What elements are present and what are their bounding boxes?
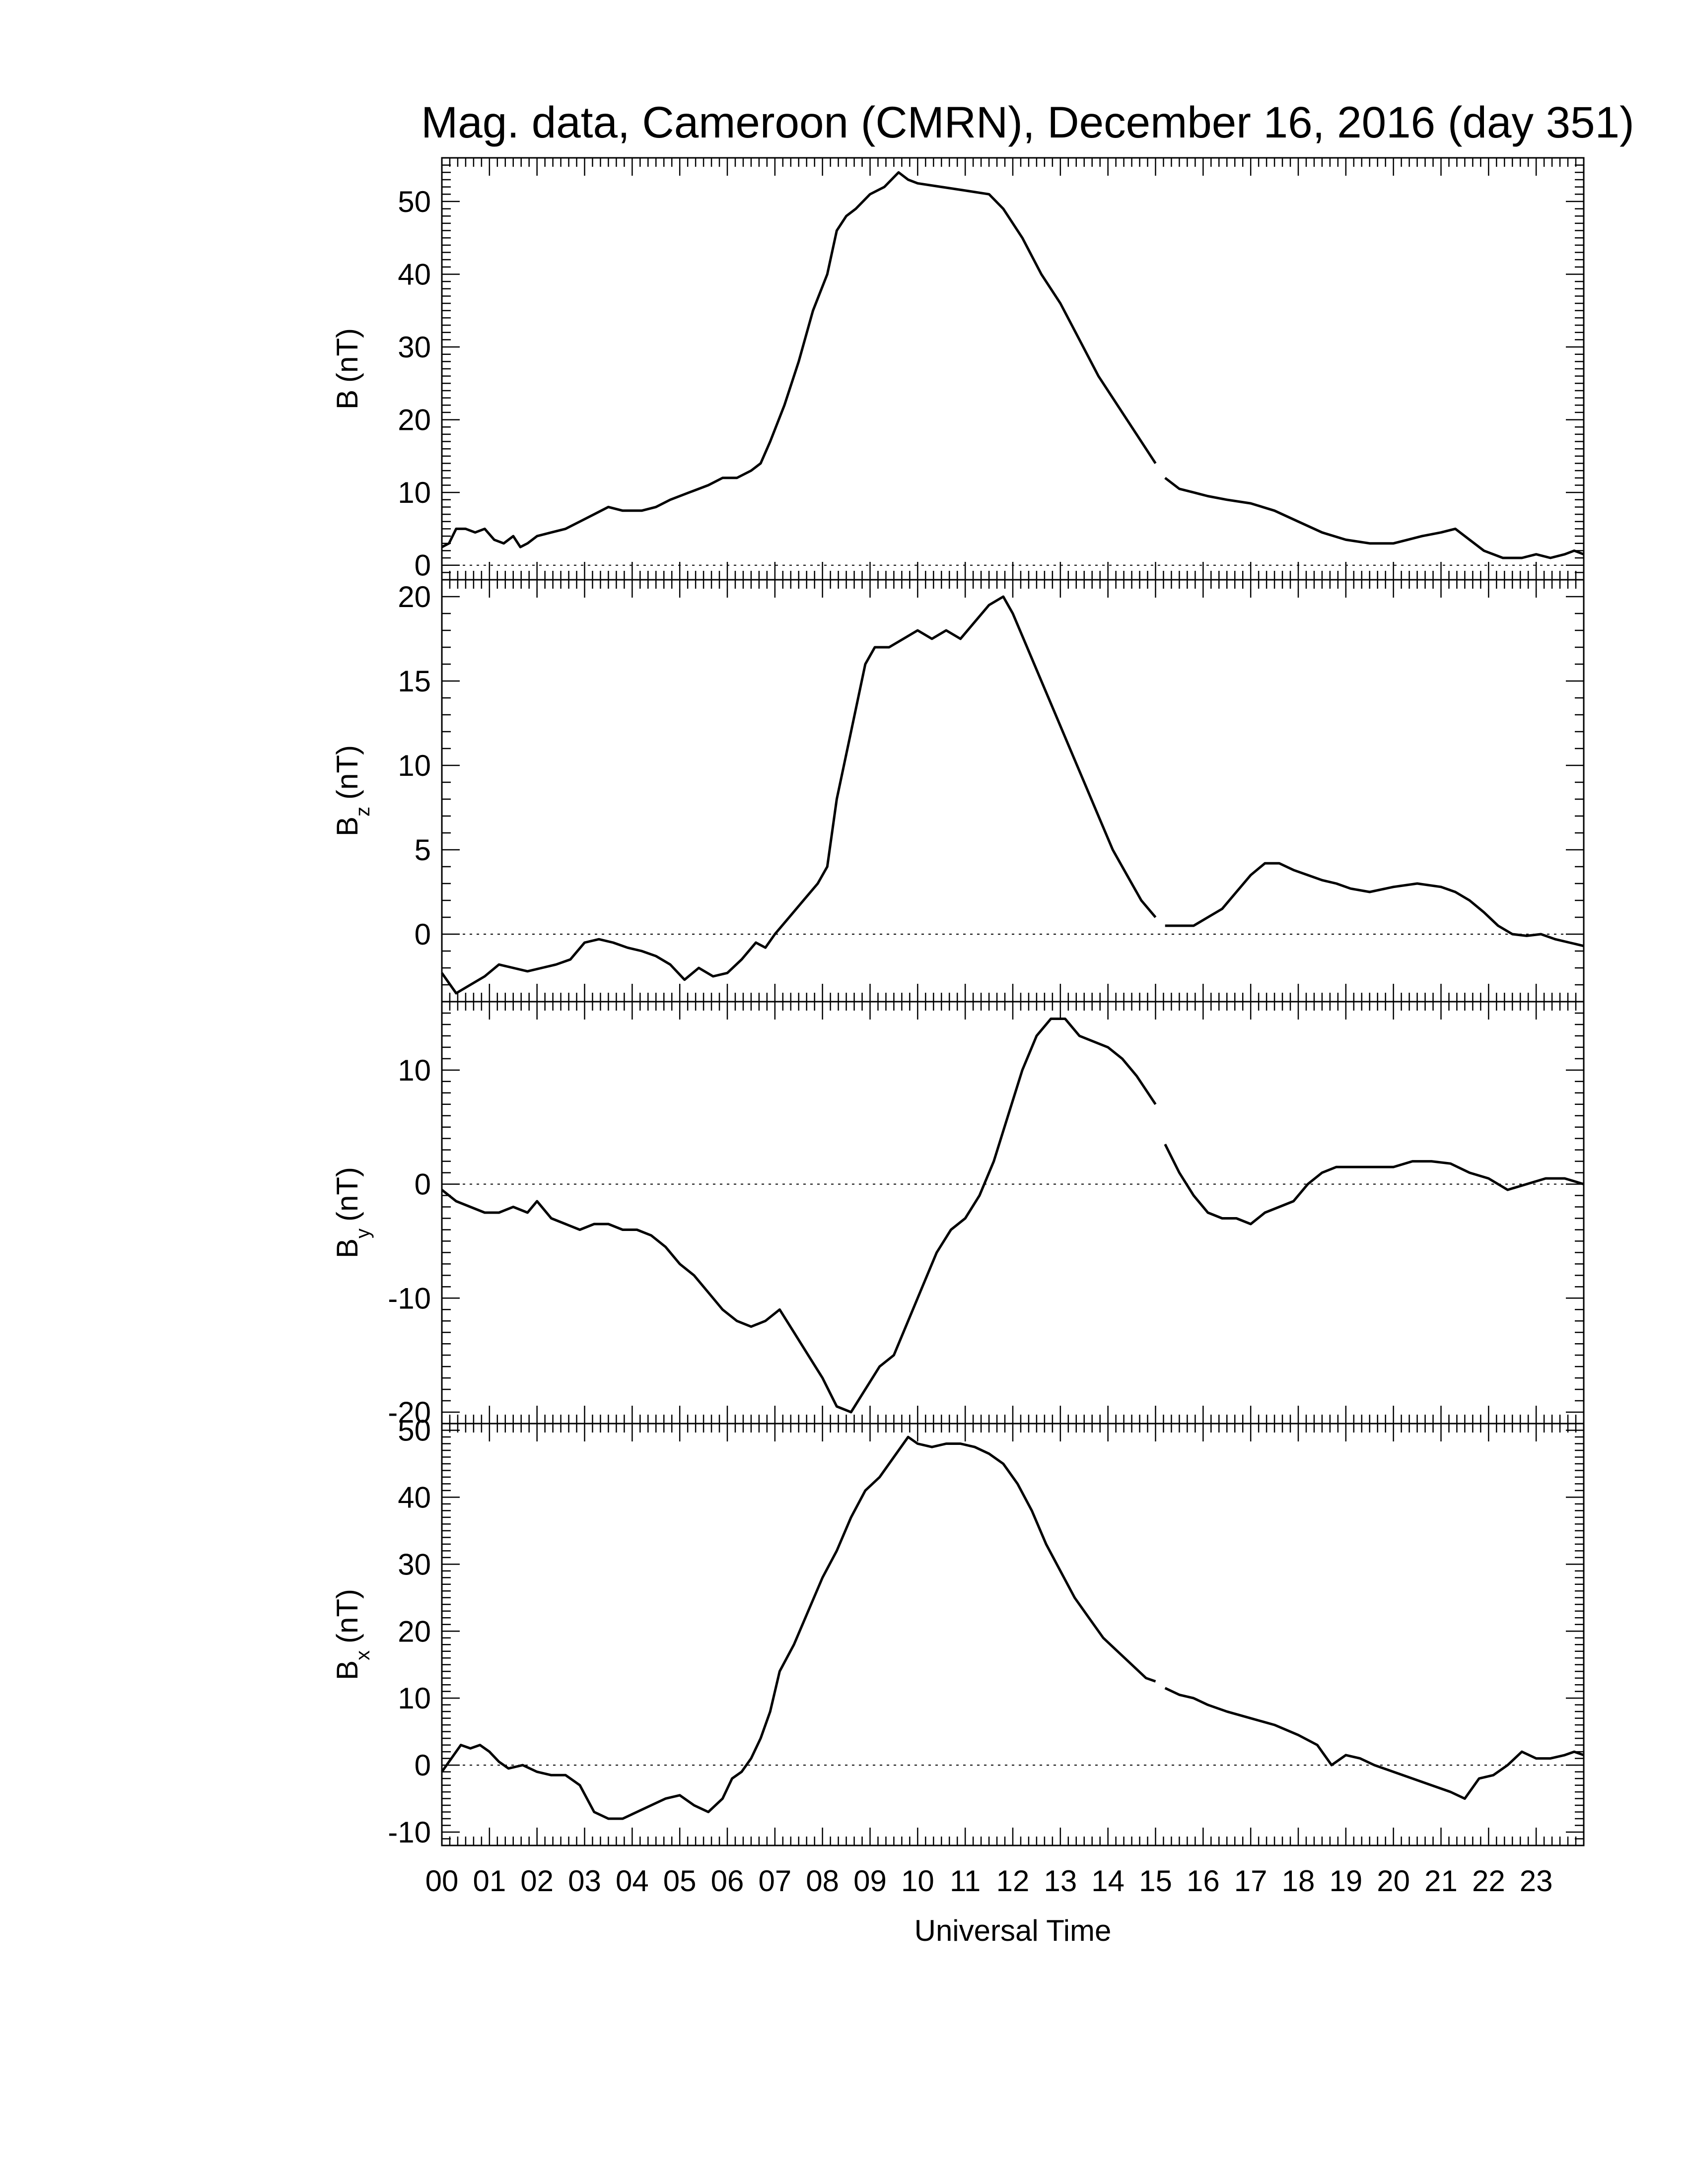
panel-b-total: 0 10 20 30 40 50 B (nT): [331, 157, 1585, 582]
y-axis-label-main: B: [331, 1660, 364, 1680]
x-tick-label: 00: [425, 1864, 459, 1898]
y-axis-label-main: B: [331, 390, 364, 410]
x-tick-label: 18: [1282, 1864, 1315, 1898]
panel-frame: [441, 1423, 1585, 1846]
x-tick-label: 01: [473, 1864, 506, 1898]
x-tick-label: 08: [806, 1864, 839, 1898]
y-tick-label: 10: [398, 1054, 431, 1087]
y-tick-label: 40: [398, 1481, 431, 1514]
data-line-segment-2: [1164, 477, 1584, 559]
y-tick-label: 10: [398, 749, 431, 782]
x-tick-label: 06: [711, 1864, 744, 1898]
x-tick-label: 05: [663, 1864, 697, 1898]
y-axis-label-subscript: z: [352, 807, 374, 817]
y-axis-label-unit: (nT): [331, 328, 364, 383]
x-tick-label: 14: [1091, 1864, 1125, 1898]
data-line-segment-2: [1164, 1687, 1584, 1800]
x-tick-label: 16: [1187, 1864, 1220, 1898]
y-tick-label: 0: [415, 918, 431, 951]
y-ticks: [442, 1001, 1584, 1425]
y-tick-label: 40: [398, 258, 431, 291]
x-tick-label: 13: [1044, 1864, 1077, 1898]
panel-frame: [441, 1001, 1585, 1425]
x-tick-label: 23: [1520, 1864, 1553, 1898]
x-tick-label: 10: [901, 1864, 934, 1898]
y-axis-label-main: B: [331, 1238, 364, 1258]
x-ticks: [441, 1002, 1585, 1424]
y-axis-label-unit: (nT): [331, 1589, 364, 1643]
x-tick-label: 12: [996, 1864, 1030, 1898]
y-ticks: [442, 1423, 1584, 1846]
y-tick-label: 15: [398, 665, 431, 698]
chart-title: Mag. data, Cameroon (CMRN), December 16,…: [421, 97, 1634, 147]
y-tick-label: 30: [398, 331, 431, 364]
y-axis-label-unit: (nT): [331, 1167, 364, 1222]
y-tick-label: -10: [388, 1282, 431, 1315]
y-tick-label: 50: [398, 185, 431, 218]
y-axis-label: B (nT): [331, 328, 364, 410]
y-axis-label: Bx (nT): [331, 1589, 374, 1680]
data-line-segment-2: [1165, 862, 1584, 948]
y-axis-label-unit: (nT): [331, 745, 364, 800]
x-ticks: [441, 1424, 1585, 1845]
y-axis-label: By (nT): [331, 1167, 374, 1258]
x-tick-label: 02: [520, 1864, 554, 1898]
y-tick-label: 20: [398, 404, 431, 437]
x-tick-label: 04: [616, 1864, 649, 1898]
y-tick-label: 5: [415, 833, 431, 867]
x-tick-label: 17: [1234, 1864, 1267, 1898]
x-tick-label: 21: [1424, 1864, 1458, 1898]
panel-frame: [441, 579, 1585, 1003]
chart-panels: 0 10 20 30 40 50 B (nT) 0 5 10 15 20 Bz (nT) -20 -10 0 10 B…: [331, 157, 1585, 1849]
x-tick-label: 22: [1472, 1864, 1505, 1898]
y-tick-label: 0: [415, 1749, 431, 1782]
y-tick-label: -10: [388, 1816, 431, 1849]
y-tick-label: 10: [398, 1682, 431, 1715]
x-tick-label: 20: [1377, 1864, 1410, 1898]
y-axis-label-subscript: y: [352, 1228, 374, 1238]
data-line-segment-1: [440, 595, 1157, 995]
data-line-segment-1: [440, 1435, 1156, 1820]
y-ticks: [442, 579, 1584, 1003]
x-tick-label: 09: [853, 1864, 887, 1898]
y-tick-label: 20: [398, 1615, 431, 1648]
y-tick-label: 20: [398, 580, 431, 614]
x-axis-tick-labels: 00 01 02 03 04 05 06 07 08 09 10 11 12 13 14 15 16 17 18 19…: [425, 1864, 1553, 1898]
x-ticks: [441, 158, 1585, 580]
y-tick-label: 50: [398, 1414, 431, 1447]
panel-bz: 0 5 10 15 20 Bz (nT): [331, 579, 1585, 1003]
x-tick-label: 03: [568, 1864, 601, 1898]
data-line-segment-1: [441, 1018, 1157, 1414]
x-tick-label: 19: [1329, 1864, 1362, 1898]
y-tick-label: 10: [398, 476, 431, 509]
y-tick-label: 0: [415, 549, 431, 582]
y-tick-label: -20: [388, 1396, 431, 1429]
x-axis-title: Universal Time: [914, 1914, 1112, 1947]
y-tick-label: 30: [398, 1548, 431, 1581]
panel-by: -20 -10 0 10 By (nT): [331, 1001, 1585, 1429]
data-line-segment-2: [1164, 1144, 1584, 1226]
x-ticks: [441, 580, 1585, 1002]
panel-bx: -10 0 10 20 30 40 50 Bx (nT): [331, 1414, 1585, 1849]
y-tick-label: 0: [415, 1168, 431, 1201]
x-tick-label: 07: [758, 1864, 791, 1898]
data-line-segment-1: [441, 171, 1157, 548]
y-axis-label: Bz (nT): [331, 745, 374, 836]
y-axis-label-main: B: [331, 817, 364, 836]
x-tick-label: 11: [950, 1864, 981, 1898]
x-tick-label: 15: [1139, 1864, 1172, 1898]
y-axis-label-subscript: x: [352, 1650, 374, 1660]
